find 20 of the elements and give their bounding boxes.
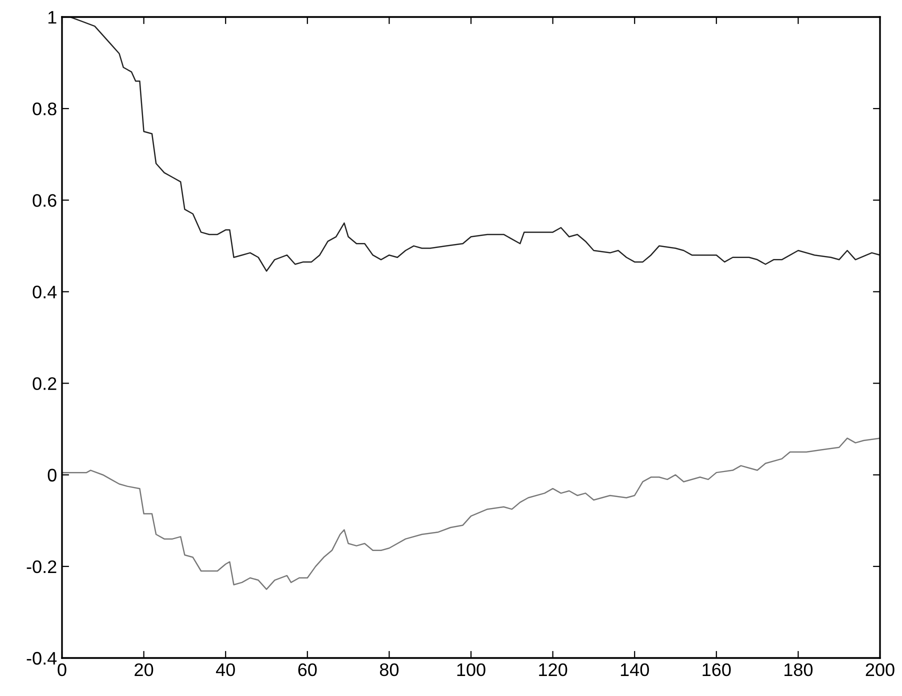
x-tick-label: 180 bbox=[784, 663, 813, 676]
x-tick-label: 60 bbox=[298, 663, 317, 676]
y-tick-label: 0.2 bbox=[32, 377, 56, 390]
y-tick-label: -0.2 bbox=[26, 560, 56, 574]
x-tick-label: 200 bbox=[866, 663, 894, 676]
x-tick-label: 140 bbox=[620, 663, 649, 676]
x-tick-label: 160 bbox=[702, 663, 731, 676]
y-tick-label: -0.4 bbox=[26, 652, 57, 665]
x-tick-label: 20 bbox=[134, 663, 154, 676]
x-tick-label: 100 bbox=[457, 663, 486, 676]
line-series bbox=[62, 438, 880, 590]
y-tick-label: 0.6 bbox=[32, 194, 56, 207]
x-tick-label: 120 bbox=[539, 663, 568, 676]
y-tick-label: 0.4 bbox=[32, 286, 57, 298]
x-tick-label: 80 bbox=[380, 663, 399, 676]
x-tick-label: 40 bbox=[216, 663, 235, 676]
y-tick-label: 1 bbox=[48, 11, 56, 24]
x-tick-label: 0 bbox=[58, 663, 66, 676]
y-tick-label: 0.8 bbox=[32, 102, 56, 116]
y-tick-label: 0 bbox=[48, 468, 56, 482]
